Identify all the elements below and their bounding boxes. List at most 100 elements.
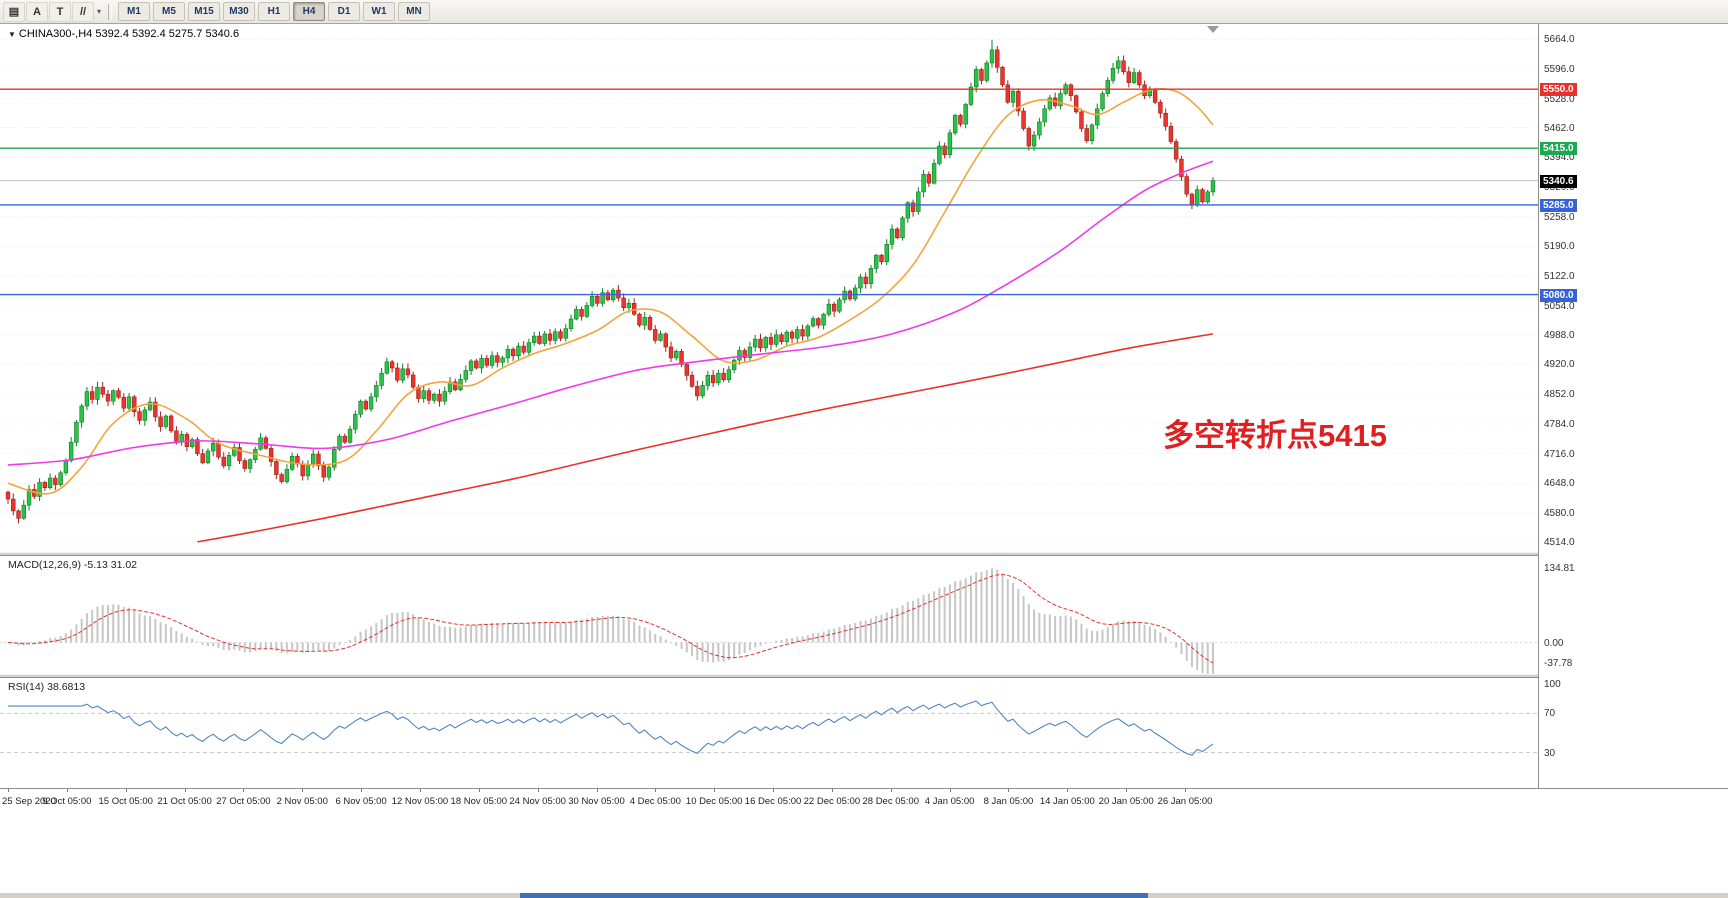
time-label: 26 Jan 05:00 <box>1157 796 1213 807</box>
time-label: 30 Nov 05:00 <box>568 796 625 807</box>
price-tick-label: 4580.0 <box>1544 508 1575 520</box>
price-tick-label: 4988.0 <box>1544 329 1575 341</box>
ma-mid-magenta <box>7 160 1214 466</box>
price-tick-label: 4784.0 <box>1544 418 1575 430</box>
rsi-tick-label: 100 <box>1544 679 1561 690</box>
rsi-line <box>8 700 1214 756</box>
chart-grid-icon[interactable]: ▤ <box>3 1 25 22</box>
time-label: 28 Dec 05:00 <box>862 796 919 807</box>
macd-values: -5.13 31.02 <box>83 559 138 571</box>
macd-panel[interactable] <box>0 556 1538 674</box>
chart-shift-marker-icon[interactable] <box>1207 26 1219 33</box>
time-label: 22 Dec 05:00 <box>803 796 861 807</box>
time-tick <box>184 789 186 792</box>
collapse-icon[interactable]: ▼ <box>8 30 16 39</box>
time-label: 4 Dec 05:00 <box>629 796 681 807</box>
time-tick <box>596 789 598 792</box>
macd-tick-label: -37.78 <box>1544 658 1573 670</box>
time-label: 4 Jan 05:00 <box>924 796 975 807</box>
rsi-panel[interactable] <box>0 678 1538 788</box>
price-tick-label: 5394.0 <box>1544 152 1575 164</box>
chart-annotation[interactable]: 多空转折点5415 <box>1163 418 1387 453</box>
draw-lines-tool[interactable]: // <box>72 1 94 22</box>
price-tag-5080.0: 5080.0 <box>1540 288 1577 302</box>
timeframe-m5-button[interactable]: M5 <box>153 2 185 21</box>
time-tick <box>890 789 892 792</box>
time-label: 15 Oct 05:00 <box>98 796 153 807</box>
price-tick-label: 4514.0 <box>1544 536 1575 548</box>
price-axis[interactable]: 5664.05596.05528.05462.05394.05326.05258… <box>1538 24 1728 812</box>
rsi-label: RSI(14) 38.6813 <box>8 681 85 693</box>
time-label: 27 Oct 05:00 <box>216 796 271 807</box>
price-tick-label: 5190.0 <box>1544 241 1575 253</box>
time-tick <box>537 789 539 792</box>
time-label: 6 Nov 05:00 <box>335 796 387 807</box>
current-price-tag: 5340.6 <box>1540 174 1577 188</box>
text-tool[interactable]: T <box>49 1 71 22</box>
candlesticks <box>5 39 1216 524</box>
time-tick <box>302 789 304 792</box>
macd-label: MACD(12,26,9) -5.13 31.02 <box>8 559 137 571</box>
rsi-value: 38.6813 <box>47 681 86 693</box>
main-chart-panel[interactable] <box>0 24 1538 552</box>
price-tick-label: 5258.0 <box>1544 211 1575 223</box>
time-tick <box>243 789 245 792</box>
macd-name: MACD(12,26,9) <box>8 559 81 571</box>
timeframe-h4-button[interactable]: H4 <box>293 2 325 21</box>
timeframe-d1-button[interactable]: D1 <box>328 2 360 21</box>
time-tick <box>1126 789 1128 792</box>
time-tick <box>655 789 657 792</box>
price-tick-label: 4716.0 <box>1544 448 1575 460</box>
time-tick <box>8 789 9 792</box>
macd-histogram <box>12 568 1214 674</box>
time-label: 2 Nov 05:00 <box>276 796 328 807</box>
timeframe-h1-button[interactable]: H1 <box>258 2 290 21</box>
panel-divider[interactable] <box>0 552 1728 556</box>
price-tick-label: 4852.0 <box>1544 389 1575 401</box>
time-tick <box>419 789 421 792</box>
rsi-tick-label: 70 <box>1544 708 1556 720</box>
main-grid <box>0 38 1538 543</box>
timeframe-m15-button[interactable]: M15 <box>188 2 220 21</box>
price-tick-label: 5054.0 <box>1544 300 1575 312</box>
ma-fast-orange <box>7 88 1214 495</box>
time-tick <box>773 789 775 792</box>
time-tick <box>1185 789 1186 792</box>
price-tick-label: 5664.0 <box>1544 34 1575 46</box>
price-tag-5415.0: 5415.0 <box>1540 142 1577 156</box>
macd-signal-line <box>7 574 1214 664</box>
time-tick <box>361 789 363 792</box>
time-tick <box>831 789 833 792</box>
cursor-tool[interactable]: A <box>26 1 48 22</box>
time-label: 18 Nov 05:00 <box>450 796 508 807</box>
time-label: 20 Jan 05:00 <box>1098 796 1154 807</box>
toolbar-separator <box>108 3 112 20</box>
timeframe-mn-button[interactable]: MN <box>398 2 430 21</box>
time-tick <box>949 789 951 792</box>
macd-tick-label: 0.00 <box>1544 637 1564 649</box>
time-axis[interactable]: 25 Sep 2020 9 Oct 05:00 15 Oct 05:00 21 Oct… <box>0 788 1728 813</box>
time-label: 12 Nov 05:00 <box>391 796 449 807</box>
toolbar: ▤ A T//▾ M1 M5 M15 M30 H1 H4 D1 W1 MN <box>0 0 1728 24</box>
price-tag-5550.0: 5550.0 <box>1540 83 1577 97</box>
time-tick <box>714 789 716 792</box>
price-tag-5285.0: 5285.0 <box>1540 198 1577 212</box>
time-label: 8 Jan 05:00 <box>983 796 1034 807</box>
timeframe-w1-button[interactable]: W1 <box>363 2 395 21</box>
panel-divider[interactable] <box>0 674 1728 678</box>
time-tick <box>1008 789 1010 792</box>
time-label: 24 Nov 05:00 <box>509 796 566 807</box>
price-tick-label: 5462.0 <box>1544 122 1575 134</box>
dropdown-caret-icon[interactable]: ▾ <box>96 7 101 16</box>
chart-title-text: CHINA300-,H4 5392.4 5392.4 5275.7 5340.6 <box>18 28 240 40</box>
time-label: 21 Oct 05:00 <box>157 796 212 807</box>
macd-tick-label: 134.81 <box>1544 563 1575 575</box>
rsi-tick-label: 30 <box>1544 747 1556 759</box>
time-label: 10 Dec 05:00 <box>685 796 743 807</box>
timeframe-m30-button[interactable]: M30 <box>223 2 255 21</box>
timeframe-m1-button[interactable]: M1 <box>118 2 150 21</box>
time-tick <box>66 789 68 792</box>
price-tick-label: 4648.0 <box>1544 478 1575 490</box>
price-tick-label: 4920.0 <box>1544 359 1575 371</box>
time-label: 25 Sep 2020 <box>2 796 56 807</box>
